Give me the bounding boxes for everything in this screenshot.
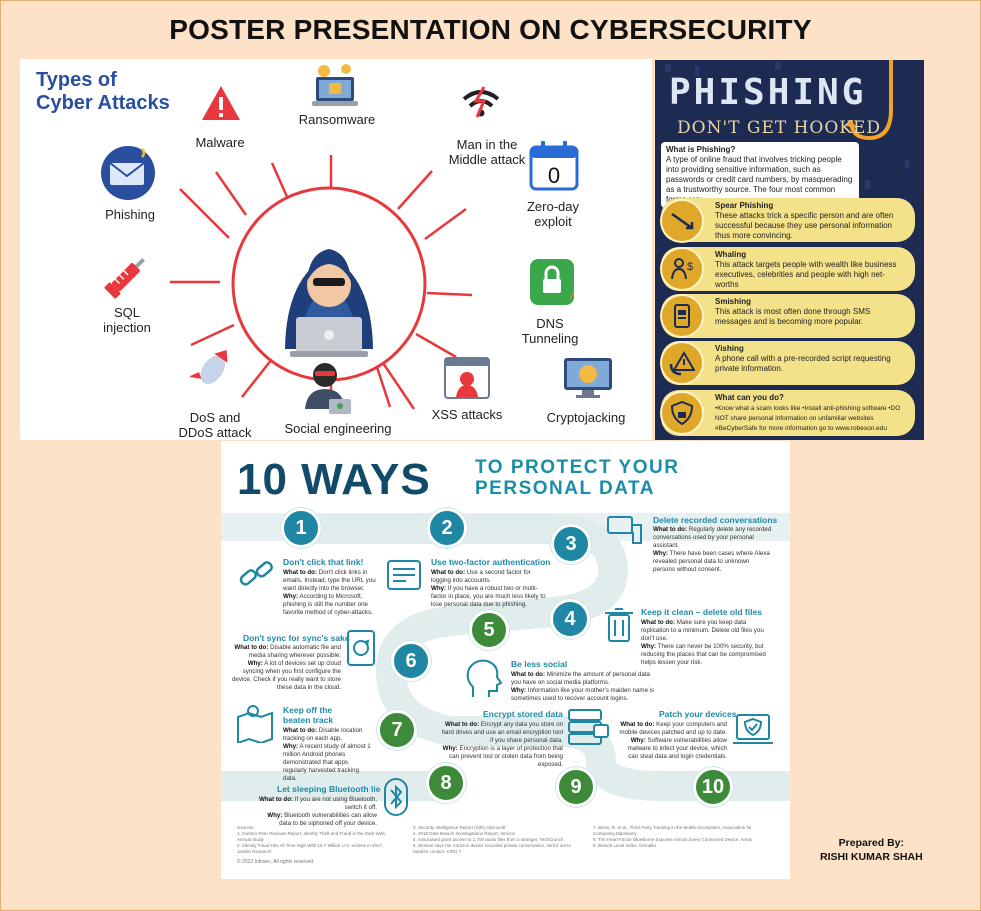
tip-4-body: What to do: Make sure you keep data repl… — [641, 619, 766, 666]
shield-lock-icon — [660, 391, 704, 435]
spear-icon — [660, 199, 704, 243]
attack-label-malware: Malware — [195, 135, 245, 150]
types-of-cyber-attacks-panel: Types of Cyber Attacks Malware Ransomwar… — [20, 59, 652, 440]
tip-3-body: What to do: Regularly delete any recorde… — [653, 526, 772, 573]
step-number-6: 6 — [391, 641, 431, 681]
phishing-card-what-can-you-do: What can you do? •Know what a scam looks … — [661, 390, 915, 436]
step-number-10: 10 — [693, 767, 733, 807]
phone-sms-icon — [660, 294, 704, 338]
ways-heading-big: 10 WAYS — [237, 455, 431, 504]
map-location-icon — [237, 705, 273, 743]
tip-6-body: What to do: Disable automatic file and m… — [231, 644, 341, 691]
warning-icon — [202, 86, 240, 120]
step-number-9: 9 — [556, 767, 596, 807]
attack-label-zero-day: Zero-day exploit — [526, 199, 580, 229]
tip-10-heading: Patch your devices — [659, 709, 737, 719]
broken-link-icon — [239, 561, 273, 586]
phishing-card-vishing: Vishing A phone call with a pre-recorded … — [661, 341, 915, 385]
prepared-by-label: Prepared By: — [838, 837, 905, 849]
ways-heading-small: TO PROTECT YOUR PERSONAL DATA — [475, 457, 680, 499]
tip-9-body: What to do: Encrypt any data you store o… — [441, 721, 563, 768]
tip-8-body: What to do: If you are not using Bluetoo… — [259, 796, 377, 827]
tip-7-heading: Keep off the beaten track — [283, 705, 334, 725]
tip-3-heading: Delete recorded conversations — [653, 515, 778, 525]
attack-label-man-in-the-middle: Man in the Middle attack — [448, 137, 526, 167]
svg-text:$: $ — [687, 261, 693, 273]
sync-device-icon — [347, 630, 375, 666]
tip-2-heading: Use two-factor authentication — [431, 557, 551, 567]
step-number-8: 8 — [426, 763, 466, 803]
attack-label-sql-injection: SQL injection — [103, 305, 151, 335]
tip-4-heading: Keep it clean – delete old files — [641, 607, 762, 617]
author-name: RISHI KUMAR SHAH — [820, 851, 923, 863]
step-number-5: 5 — [469, 610, 509, 650]
monitor-bitcoin-icon — [564, 358, 612, 398]
attack-label-cryptojacking: Cryptojacking — [546, 410, 626, 425]
tip-1-body: What to do: Don't click links in emails.… — [283, 569, 376, 616]
phishing-panel: PHISHING DON'T GET HOOKED What is Phishi… — [655, 60, 924, 440]
masked-person-icon — [305, 363, 351, 414]
head-profile-icon — [466, 659, 503, 697]
attack-label-social-engineering: Social engineering — [284, 421, 392, 436]
phishing-definition-heading: What is Phishing? — [666, 145, 736, 154]
tip-5-body: What to do: Minimize the amount of perso… — [511, 671, 655, 702]
chat-bubbles-icon — [607, 516, 642, 544]
phone-warning-icon — [660, 341, 704, 385]
ten-ways-panel: 10 WAYS TO PROTECT YOUR PERSONAL DATA 1 … — [221, 441, 790, 879]
poster-title: POSTER PRESENTATION ON CYBERSECURITY — [169, 14, 812, 45]
step-number-2: 2 — [427, 508, 467, 548]
phishing-definition-box: What is Phishing? A type of online fraud… — [661, 142, 859, 208]
calendar-digit: 0 — [548, 163, 560, 188]
patched-laptop-shield-icon — [733, 714, 773, 744]
tip-2-body: What to do: Use a second factor for logg… — [431, 569, 546, 608]
hacker-hub-graphic — [170, 155, 473, 410]
dns-shield-lock-icon — [530, 259, 575, 305]
broken-wifi-icon — [462, 86, 500, 118]
syringe-icon — [104, 258, 145, 299]
attack-label-dns-tunneling: DNS Tunneling — [521, 316, 579, 346]
copyright-notice: © 2022 Infosec. All rights reserved. — [237, 859, 315, 865]
encrypted-drive-icon — [568, 709, 609, 745]
phishing-definition-text: A type of online fraud that involves tri… — [666, 155, 853, 204]
attack-label-ransomware: Ransomware — [298, 112, 376, 127]
step-number-3: 3 — [551, 524, 591, 564]
phishing-card-smishing: Smishing This attack is most often done t… — [661, 294, 915, 338]
phishing-title: PHISHING — [669, 72, 867, 113]
sources-column-3: 7. Binns, R. et al., Third Party Trackin… — [593, 825, 752, 848]
sources-column-1: Sources 1. Gartner Peer Reviews Report, … — [237, 825, 386, 854]
laptop-lock-icon — [312, 64, 358, 106]
tip-10-body: What to do: Keep your computers and mobi… — [619, 721, 727, 760]
authentication-device-icon — [387, 560, 421, 590]
person-dollar-icon: $ — [660, 247, 704, 291]
tip-7-body: What to do: Disable location tracking on… — [283, 727, 371, 782]
step-number-4: 4 — [550, 599, 590, 639]
tip-9-heading: Encrypt stored data — [483, 709, 563, 719]
trash-icon — [605, 608, 633, 642]
calendar-icon: 0 — [529, 141, 579, 191]
step-number-7: 7 — [377, 710, 417, 750]
sources-column-2: 3. Security Intelligence Report (SIR), M… — [413, 825, 571, 854]
phishing-envelope-icon — [101, 146, 155, 200]
step-number-1: 1 — [281, 508, 321, 548]
attacks-title: Types of Cyber Attacks — [36, 69, 170, 114]
tip-8-heading: Let sleeping Bluetooth lie — [277, 784, 381, 794]
bluetooth-icon — [384, 778, 408, 816]
tip-5-heading: Be less social — [511, 659, 568, 669]
phishing-subtitle: DON'T GET HOOKED — [677, 118, 882, 138]
bomb-icon — [190, 349, 228, 384]
tip-1-heading: Don't click that link! — [283, 557, 364, 567]
attack-label-dos-ddos: DoS and DDoS attack — [178, 410, 252, 440]
prepared-by: Prepared By: RISHI KUMAR SHAH — [820, 836, 923, 864]
tip-6-heading: Don't sync for sync's sake — [243, 633, 350, 643]
attack-label-phishing: Phishing — [105, 207, 155, 222]
browser-hacker-icon — [444, 357, 490, 399]
attack-label-xss: XSS attacks — [431, 407, 503, 422]
